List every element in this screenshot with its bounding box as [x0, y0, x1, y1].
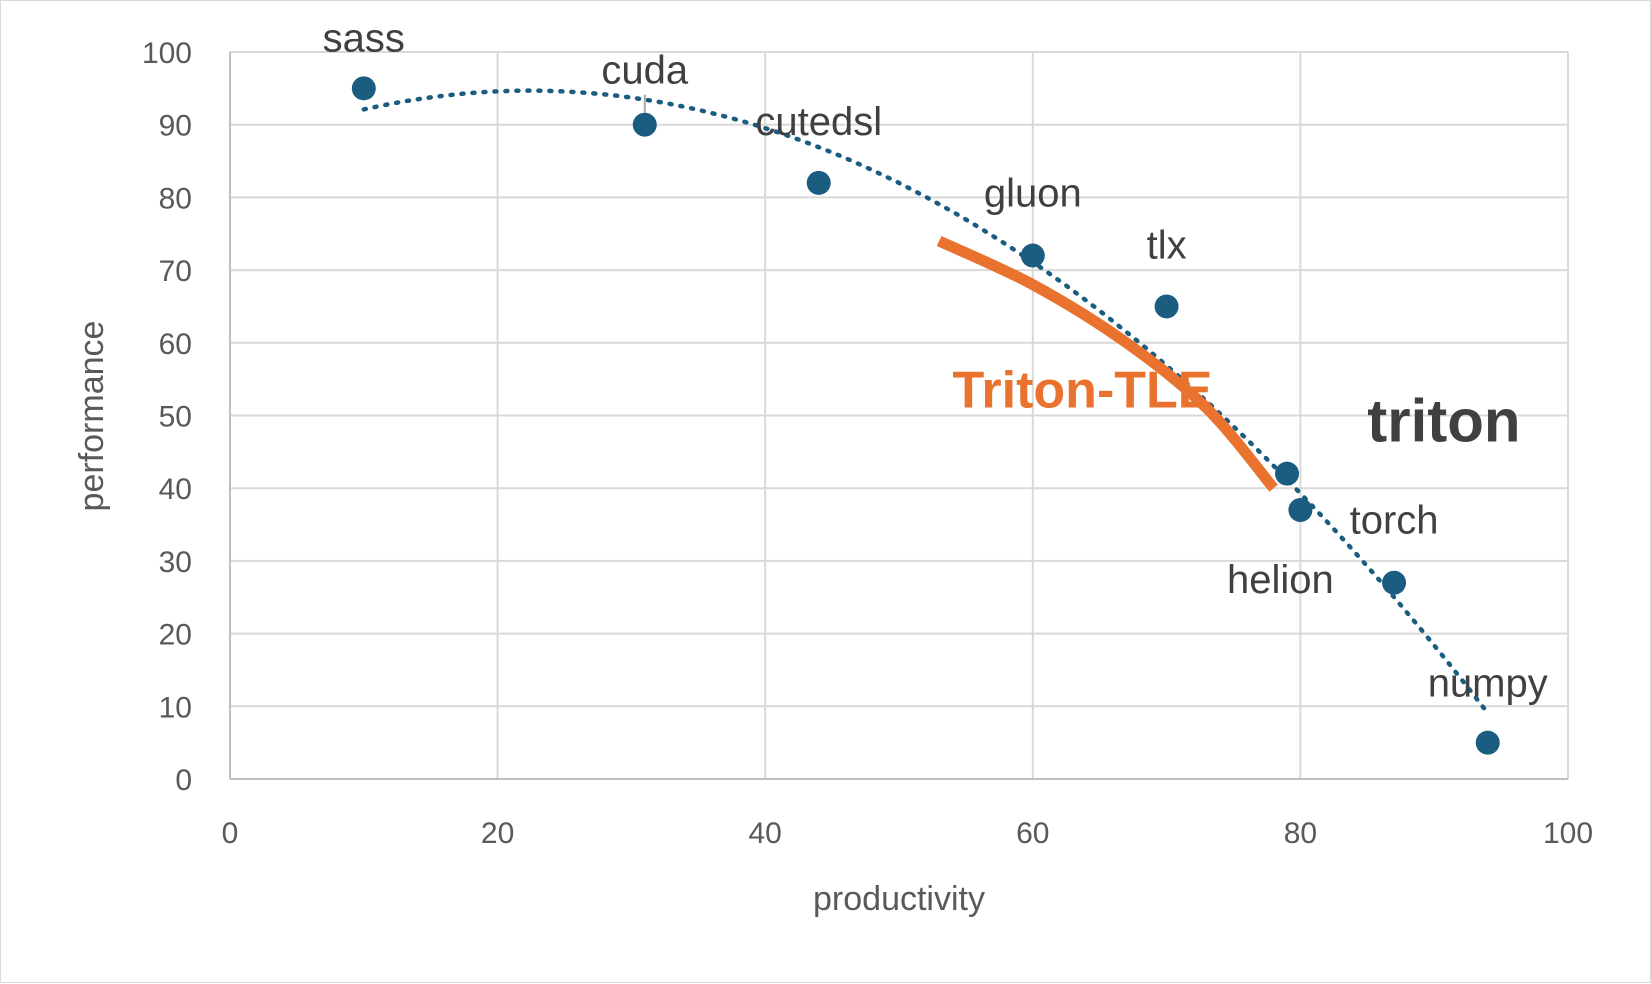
data-point-numpy — [1475, 730, 1500, 755]
highlight-curve — [936, 236, 1278, 492]
y-tick-label: 30 — [159, 546, 192, 579]
point-label-numpy: numpy — [1428, 662, 1548, 706]
x-tick-label: 0 — [222, 817, 239, 850]
data-point-sass — [351, 76, 376, 101]
y-tick-label: 10 — [159, 691, 192, 724]
x-axis-title: productivity — [813, 880, 985, 918]
y-tick-label: 90 — [159, 110, 192, 143]
point-label-cuda: cuda — [601, 49, 688, 93]
data-points — [351, 76, 1500, 755]
y-tick-label: 0 — [175, 764, 192, 797]
highlight-curve-layer — [936, 236, 1278, 492]
y-tick-label: 80 — [159, 182, 192, 215]
axes: 0 10 20 30 40 50 60 70 80 90 100 0 20 40 60 80 100 — [142, 37, 1593, 850]
data-point-gluon — [1020, 243, 1045, 268]
data-point-tlx — [1154, 294, 1179, 319]
y-tick-label: 20 — [159, 619, 192, 652]
data-point-helion — [1288, 498, 1313, 523]
x-tick-label: 20 — [481, 817, 514, 850]
x-tick-label: 80 — [1284, 817, 1317, 850]
point-label-tlx: tlx — [1147, 223, 1187, 267]
point-label-torch: torch — [1350, 499, 1439, 543]
y-tick-label: 100 — [142, 37, 192, 70]
data-point-cutedsl — [806, 170, 831, 195]
annotation-triton: triton — [1367, 388, 1520, 455]
trendline — [361, 88, 1490, 716]
y-axis-title: performance — [73, 321, 111, 512]
annotations: Triton-TLE triton — [953, 361, 1521, 454]
data-point-cuda — [632, 112, 657, 137]
y-tick-label: 50 — [159, 401, 192, 434]
y-tick-label: 40 — [159, 473, 192, 506]
point-label-gluon: gluon — [984, 172, 1082, 216]
x-tick-label: 100 — [1543, 817, 1593, 850]
x-tick-label: 40 — [749, 817, 782, 850]
point-label-sass: sass — [323, 16, 405, 60]
y-tick-label: 70 — [159, 255, 192, 288]
x-tick-label: 60 — [1016, 817, 1049, 850]
trendline-path — [361, 88, 1490, 716]
data-point-triton — [1275, 461, 1300, 486]
y-tick-label: 60 — [159, 328, 192, 361]
point-labels: sass cuda cutedsl gluon tlx helion torch numpy — [323, 16, 1548, 705]
data-point-torch — [1382, 570, 1407, 595]
gridlines — [230, 51, 1569, 779]
annotation-triton-tle: Triton-TLE — [953, 361, 1213, 419]
point-label-cutedsl: cutedsl — [755, 100, 882, 144]
point-label-helion: helion — [1227, 558, 1334, 602]
